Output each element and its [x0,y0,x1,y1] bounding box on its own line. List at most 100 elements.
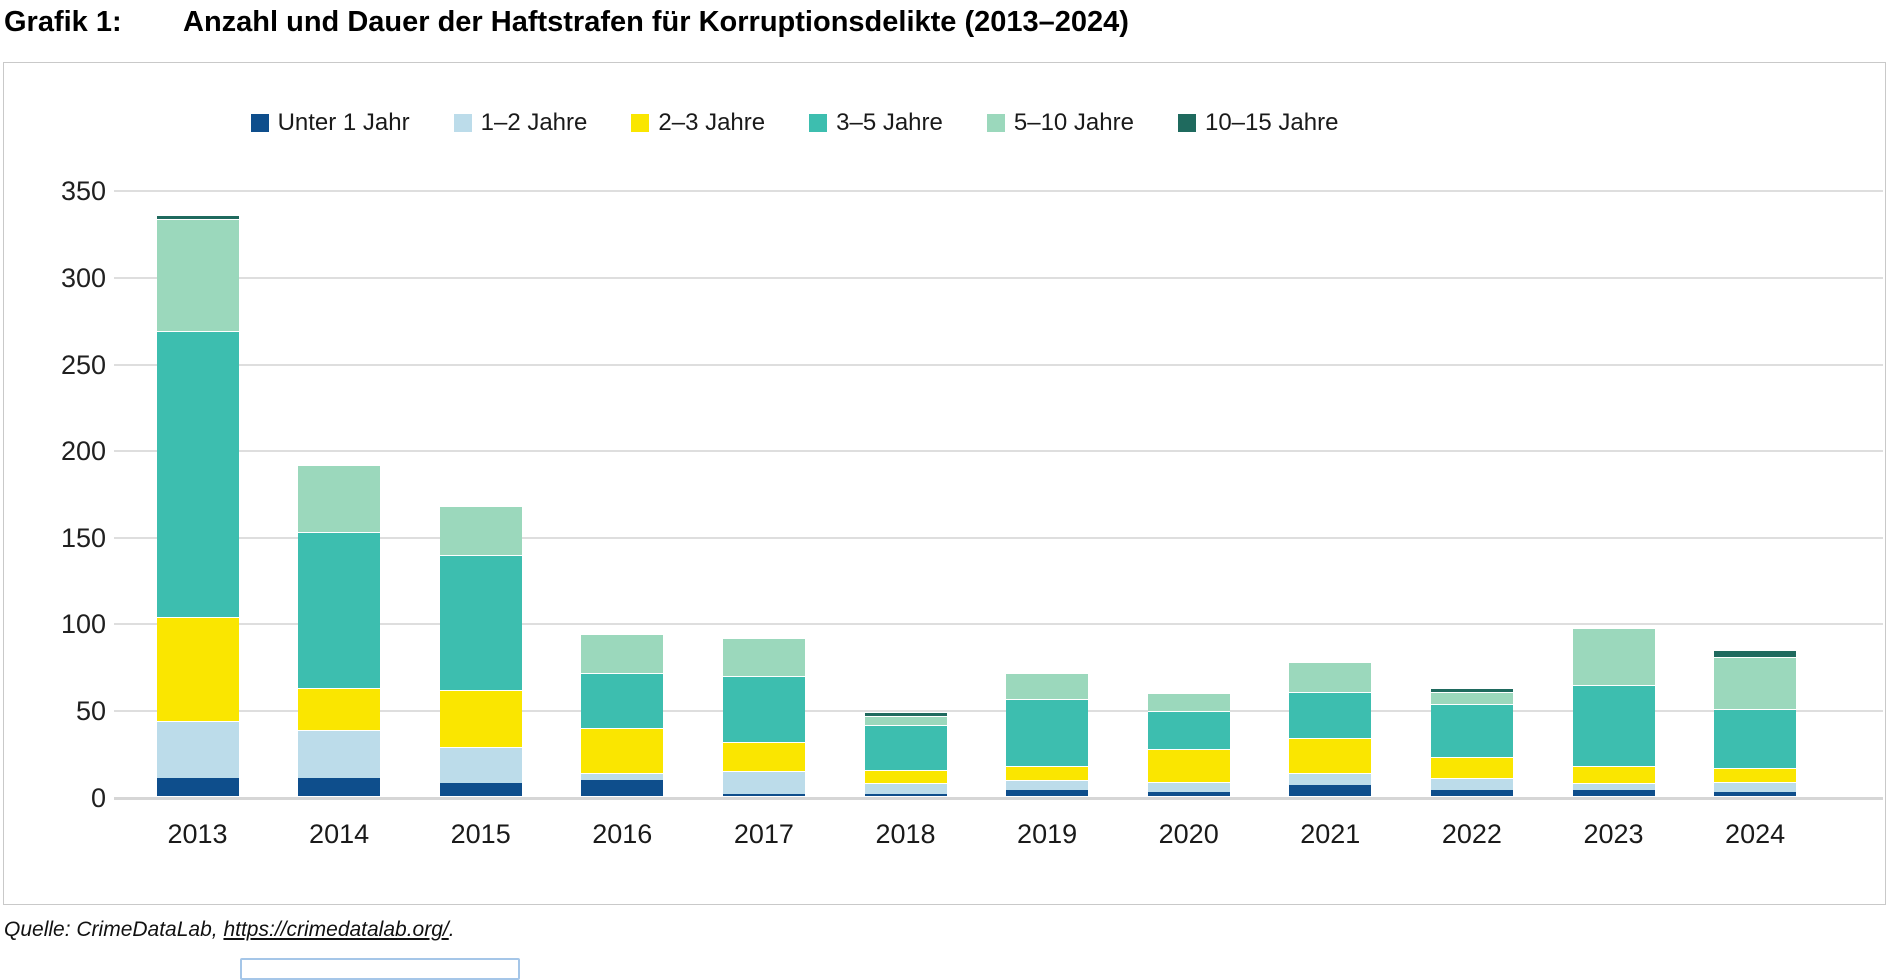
bar-segment-2016-2–3 Jahre[interactable] [581,727,664,773]
bar-2019[interactable] [1006,672,1089,796]
bar-segment-2022-10–15 Jahre[interactable] [1430,688,1513,692]
bar-2020[interactable] [1147,693,1230,796]
bar-segment-2018-2–3 Jahre[interactable] [864,769,947,784]
bar-2013[interactable] [156,215,239,796]
bar-segment-2023-5–10 Jahre[interactable] [1572,627,1655,685]
bar-2021[interactable] [1289,662,1372,796]
bar-segment-2018-3–5 Jahre[interactable] [864,724,947,770]
bar-segment-2022-2–3 Jahre[interactable] [1430,757,1513,779]
bar-segment-2022-Unter 1 Jahr[interactable] [1430,790,1513,796]
x-axis-label-2024: 2024 [1725,819,1786,849]
gridline-y-50 [114,709,1883,712]
bar-segment-2024-10–15 Jahre[interactable] [1714,650,1797,657]
bar-segment-2024-Unter 1 Jahr[interactable] [1714,792,1797,796]
bar-segment-2013-3–5 Jahre[interactable] [156,331,239,618]
bar-2015[interactable] [439,506,522,796]
bar-segment-2019-Unter 1 Jahr[interactable] [1006,790,1089,796]
legend-item-1–2 Jahre[interactable]: 1–2 Jahre [453,109,587,137]
bar-segment-2015-5–10 Jahre[interactable] [439,506,522,555]
bar-segment-2015-Unter 1 Jahr[interactable] [439,783,522,796]
legend-item-3–5 Jahre[interactable]: 3–5 Jahre [809,109,943,137]
bar-segment-2015-1–2 Jahre[interactable] [439,747,522,784]
bar-segment-2016-1–2 Jahre[interactable] [581,773,664,780]
legend-swatch-icon [250,114,269,132]
bar-segment-2023-2–3 Jahre[interactable] [1572,766,1655,784]
legend-item-Unter 1 Jahr[interactable]: Unter 1 Jahr [250,109,410,137]
bar-segment-2023-3–5 Jahre[interactable] [1572,684,1655,767]
bar-segment-2020-3–5 Jahre[interactable] [1147,710,1230,749]
x-axis-label-2019: 2019 [1017,819,1078,849]
bar-segment-2020-2–3 Jahre[interactable] [1147,748,1230,782]
bar-2014[interactable] [298,464,381,796]
source-link[interactable]: https://crimedatalab.org/ [223,918,449,941]
bar-segment-2015-2–3 Jahre[interactable] [439,689,522,748]
bar-segment-2020-Unter 1 Jahr[interactable] [1147,792,1230,796]
chart-legend: Unter 1 Jahr 1–2 Jahre 2–3 Jahre 3–5 Jahre 5… [0,109,1735,137]
bar-segment-2014-2–3 Jahre[interactable] [298,688,381,730]
bar-segment-2013-5–10 Jahre[interactable] [156,218,239,332]
bar-segment-2024-5–10 Jahre[interactable] [1714,656,1797,709]
bar-2024[interactable] [1714,650,1797,796]
bar-segment-2021-3–5 Jahre[interactable] [1289,691,1372,739]
chart-title-number: Grafik 1: [4,6,122,38]
link-annotation-box[interactable] [240,958,520,980]
bar-segment-2015-3–5 Jahre[interactable] [439,554,522,690]
bar-segment-2022-3–5 Jahre[interactable] [1430,703,1513,758]
bar-segment-2013-2–3 Jahre[interactable] [156,617,239,722]
bar-segment-2017-3–5 Jahre[interactable] [722,676,805,742]
bar-segment-2014-3–5 Jahre[interactable] [298,532,381,689]
bar-segment-2014-1–2 Jahre[interactable] [298,729,381,779]
legend-item-5–10 Jahre[interactable]: 5–10 Jahre [986,109,1134,137]
bar-segment-2018-5–10 Jahre[interactable] [864,715,947,725]
bar-segment-2014-5–10 Jahre[interactable] [298,464,381,533]
bar-segment-2013-1–2 Jahre[interactable] [156,721,239,779]
bar-segment-2021-1–2 Jahre[interactable] [1289,773,1372,786]
bar-segment-2024-1–2 Jahre[interactable] [1714,781,1797,793]
bar-segment-2023-Unter 1 Jahr[interactable] [1572,790,1655,796]
bar-segment-2024-3–5 Jahre[interactable] [1714,708,1797,768]
bar-segment-2017-Unter 1 Jahr[interactable] [722,793,805,796]
x-axis-label-2017: 2017 [733,819,794,849]
bar-segment-2013-Unter 1 Jahr[interactable] [156,778,239,796]
bar-2017[interactable] [722,637,805,796]
x-axis-label-2018: 2018 [875,819,936,849]
bar-2016[interactable] [581,634,664,796]
bar-segment-2022-5–10 Jahre[interactable] [1430,691,1513,704]
bar-2018[interactable] [864,712,947,796]
bar-segment-2020-1–2 Jahre[interactable] [1147,781,1230,793]
bar-2023[interactable] [1572,627,1655,796]
bar-segment-2018-Unter 1 Jahr[interactable] [864,793,947,796]
y-axis-tick-0: 0 [90,782,106,813]
bar-segment-2016-Unter 1 Jahr[interactable] [581,779,664,796]
bar-segment-2017-5–10 Jahre[interactable] [722,637,805,677]
bar-segment-2022-1–2 Jahre[interactable] [1430,778,1513,791]
bar-segment-2021-Unter 1 Jahr[interactable] [1289,785,1372,796]
bar-segment-2018-1–2 Jahre[interactable] [864,783,947,794]
bar-segment-2018-10–15 Jahre[interactable] [864,712,947,716]
legend-swatch-icon [986,114,1005,132]
bar-segment-2021-5–10 Jahre[interactable] [1289,662,1372,692]
bar-segment-2023-1–2 Jahre[interactable] [1572,783,1655,791]
bar-segment-2017-2–3 Jahre[interactable] [722,741,805,772]
legend-item-2–3 Jahre[interactable]: 2–3 Jahre [631,109,765,137]
bar-segment-2019-1–2 Jahre[interactable] [1006,779,1089,791]
bar-segment-2017-1–2 Jahre[interactable] [722,771,805,794]
bar-segment-2016-3–5 Jahre[interactable] [581,672,664,728]
bar-segment-2014-Unter 1 Jahr[interactable] [298,778,381,796]
bar-segment-2016-5–10 Jahre[interactable] [581,634,664,673]
bar-segment-2020-5–10 Jahre[interactable] [1147,693,1230,711]
y-axis-tick-150: 150 [60,522,106,553]
bar-2022[interactable] [1430,688,1513,796]
gridline-y-350 [114,190,1883,193]
bar-segment-2019-5–10 Jahre[interactable] [1006,672,1089,699]
bar-segment-2024-2–3 Jahre[interactable] [1714,767,1797,782]
bar-segment-2013-10–15 Jahre[interactable] [156,215,239,219]
y-axis-tick-50: 50 [75,695,106,726]
bar-segment-2019-2–3 Jahre[interactable] [1006,766,1089,780]
legend-item-10–15 Jahre[interactable]: 10–15 Jahre [1177,109,1338,137]
source-name: CrimeDataLab [76,918,212,941]
bar-segment-2021-2–3 Jahre[interactable] [1289,738,1372,773]
x-axis-label-2015: 2015 [450,819,511,849]
bar-segment-2019-3–5 Jahre[interactable] [1006,698,1089,767]
source-suffix: . [448,918,455,941]
